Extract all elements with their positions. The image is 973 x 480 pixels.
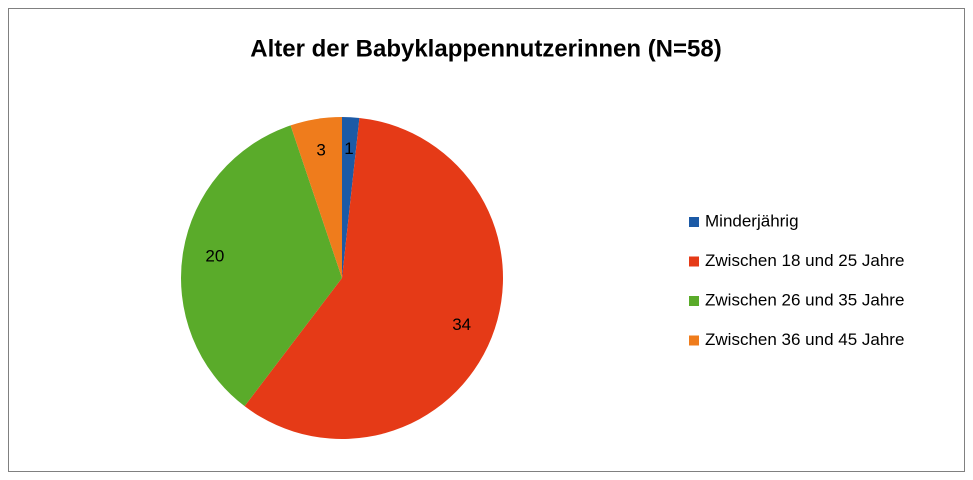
legend-swatch xyxy=(689,256,699,267)
legend-label: Zwischen 18 und 25 Jahre xyxy=(705,251,904,270)
chart-title: Alter der Babyklappennutzerinnen (N=58) xyxy=(250,35,721,62)
pie-slice xyxy=(181,125,342,407)
legend-label: Zwischen 26 und 35 Jahre xyxy=(705,290,904,309)
pie-slice xyxy=(342,117,360,278)
legend-label: Minderjährig xyxy=(705,211,799,230)
data-label: 1 xyxy=(344,139,353,158)
legend-swatch xyxy=(689,296,699,306)
legend-label: Zwischen 36 und 45 Jahre xyxy=(705,330,904,349)
data-label: 20 xyxy=(205,247,224,266)
pie-slice xyxy=(290,117,342,278)
data-label: 34 xyxy=(452,315,471,334)
data-label: 3 xyxy=(316,140,325,159)
legend-swatch xyxy=(689,335,699,346)
legend-swatch xyxy=(689,217,699,227)
pie-slice xyxy=(244,117,503,439)
